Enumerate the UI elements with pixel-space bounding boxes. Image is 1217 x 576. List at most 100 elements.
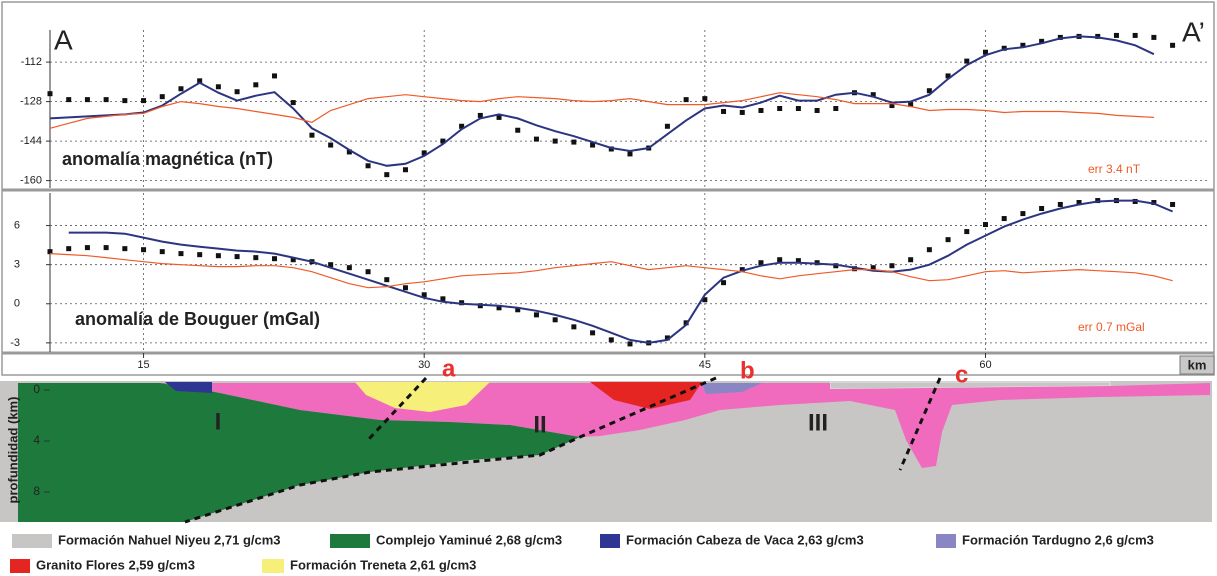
observed-point <box>440 296 446 302</box>
x-tick-label: 15 <box>137 359 149 371</box>
observed-point <box>515 127 521 133</box>
observed-point <box>1001 216 1007 222</box>
model-line <box>49 92 1154 129</box>
observed-point <box>721 108 727 114</box>
model-line <box>49 35 1155 167</box>
observed-point <box>664 123 670 129</box>
observed-point <box>777 106 783 112</box>
observed-point <box>945 237 951 243</box>
observed-point <box>496 305 502 311</box>
observed-point <box>159 94 165 100</box>
observed-point <box>964 58 970 64</box>
observed-point <box>84 97 90 103</box>
observed-point <box>702 297 708 303</box>
observed-point <box>328 142 334 148</box>
model-line <box>49 253 1173 289</box>
legend-label: Formación Cabeza de Vaca 2,63 g/cm3 <box>626 532 864 547</box>
observed-point <box>141 98 147 104</box>
observed-point <box>964 229 970 235</box>
observed-point <box>552 138 558 144</box>
legend-swatch <box>600 534 620 548</box>
y-tick-label: -160 <box>20 175 42 187</box>
observed-point <box>141 247 147 253</box>
observed-point <box>402 167 408 173</box>
observed-point <box>870 265 876 271</box>
observed-point <box>346 265 352 271</box>
unit-label: II <box>533 411 546 438</box>
observed-point <box>889 263 895 269</box>
observed-point <box>215 84 221 90</box>
observed-point <box>1020 42 1026 48</box>
observed-point <box>590 142 596 148</box>
x-axis-label: km <box>1188 357 1207 372</box>
observed-point <box>309 132 315 138</box>
observed-point <box>683 320 689 326</box>
observed-point <box>926 247 932 253</box>
observed-point <box>103 97 109 103</box>
observed-point <box>571 324 577 330</box>
observed-point <box>533 136 539 142</box>
observed-point <box>627 341 633 347</box>
observed-point <box>664 335 670 341</box>
fault-label: b <box>740 357 755 384</box>
y-tick-label: 3 <box>14 259 20 271</box>
observed-point <box>1170 42 1176 48</box>
legend-label: Complejo Yaminué 2,68 g/cm3 <box>376 532 562 547</box>
unit-treneta <box>355 382 490 412</box>
observed-point <box>272 256 278 262</box>
observed-point <box>66 246 72 252</box>
observed-point <box>758 260 764 266</box>
profile-start-label: A <box>54 24 73 55</box>
observed-point <box>627 151 633 157</box>
fault-label: a <box>442 355 456 382</box>
observed-point <box>66 97 72 103</box>
y-tick-label: 6 <box>14 219 20 231</box>
cross-section <box>0 376 1212 524</box>
x-tick-label: 45 <box>699 359 711 371</box>
unit-tardugno <box>702 383 762 394</box>
observed-point <box>1151 34 1157 40</box>
observed-point <box>739 267 745 273</box>
legend-swatch <box>10 559 30 573</box>
unit-granito-flores <box>590 382 702 409</box>
observed-point <box>833 106 839 112</box>
observed-point <box>571 139 577 145</box>
observed-point <box>552 317 558 323</box>
observed-point <box>197 252 203 258</box>
observed-point <box>945 73 951 79</box>
unit-label: I <box>215 408 222 435</box>
observed-point <box>159 249 165 255</box>
observed-point <box>1113 32 1119 38</box>
observed-point <box>1039 206 1045 212</box>
legend-label: Formación Tardugno 2,6 g/cm3 <box>962 532 1154 547</box>
profile-end-label: A’ <box>1182 16 1205 47</box>
legend-swatch <box>12 534 52 548</box>
observed-point <box>178 86 184 92</box>
observed-point <box>758 107 764 113</box>
observed-point <box>234 89 240 95</box>
depth-tick-label: 4 <box>33 433 40 447</box>
observed-point <box>1170 201 1176 207</box>
y-tick-label: 0 <box>14 298 20 310</box>
observed-point <box>253 82 259 88</box>
legend-label: Formación Nahuel Niyeu 2,71 g/cm3 <box>58 532 281 547</box>
y-tick-label: -128 <box>20 96 42 108</box>
observed-point <box>739 109 745 115</box>
observed-point <box>459 300 465 306</box>
legend-label: Formación Treneta 2,61 g/cm3 <box>290 557 476 572</box>
observed-point <box>384 172 390 178</box>
fault-c <box>898 377 942 471</box>
observed-point <box>590 330 596 336</box>
observed-point <box>870 92 876 98</box>
unit-label: III <box>808 409 828 436</box>
observed-point <box>982 49 988 55</box>
observed-point <box>197 78 203 84</box>
depth-axis-label: profundidad (km) <box>5 397 20 504</box>
observed-point <box>683 97 689 103</box>
observed-point <box>908 102 914 108</box>
depth-tick-label: 0 <box>33 382 40 396</box>
observed-point <box>365 269 371 275</box>
observed-point <box>1132 32 1138 38</box>
observed-point <box>533 312 539 318</box>
